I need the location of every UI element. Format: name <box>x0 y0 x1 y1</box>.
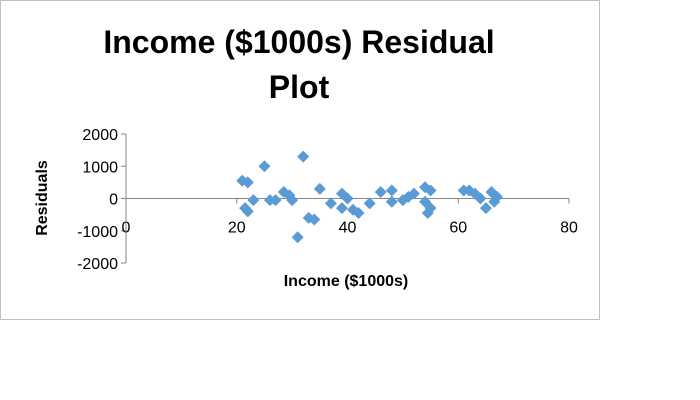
y-tick-label: -1000 <box>77 224 118 241</box>
data-point-diamond <box>363 197 376 210</box>
data-point-diamond <box>247 194 260 207</box>
data-point-diamond <box>341 192 354 205</box>
y-tick-label: -2000 <box>77 256 118 273</box>
data-point-diamond <box>424 184 437 197</box>
chart-title-line-1: Income ($1000s) Residual <box>103 24 494 60</box>
x-tick-label: 80 <box>560 220 578 237</box>
data-point-diamond <box>424 202 437 215</box>
x-axis-ticks: 0 20 40 60 80 <box>122 198 578 237</box>
data-point-diamond <box>324 197 337 210</box>
data-point-diamond <box>241 205 254 218</box>
data-point-diamond <box>374 186 387 199</box>
data-point-diamond <box>241 176 254 189</box>
x-axis-title: Income ($1000s) <box>284 273 409 290</box>
data-point-diamond <box>407 187 420 200</box>
data-point-diamond <box>335 202 348 215</box>
data-point-diamond <box>308 213 321 226</box>
x-tick-label: 60 <box>449 220 467 237</box>
y-tick-label: 0 <box>109 192 118 209</box>
data-point-diamond <box>352 207 365 220</box>
x-tick-label: 40 <box>339 220 357 237</box>
data-point-diamond <box>474 192 487 205</box>
y-axis-title: Residuals <box>34 160 51 236</box>
data-point-diamond <box>258 160 271 173</box>
data-point-diamond <box>297 150 310 163</box>
data-point-diamond <box>269 194 282 207</box>
data-point-diamond <box>491 190 504 203</box>
data-point-diamond <box>313 182 326 195</box>
data-point-diamond <box>385 184 398 197</box>
y-tick-label: 2000 <box>82 127 118 144</box>
data-points <box>236 150 504 244</box>
data-point-diamond <box>479 202 492 215</box>
data-point-diamond <box>385 195 398 208</box>
y-axis-ticks: 2000 1000 0 -1000 -2000 <box>77 127 126 273</box>
x-tick-label: 20 <box>228 220 246 237</box>
chart-area: Income ($1000s) Residual Plot 2000 1000 0 -… <box>0 0 600 320</box>
data-point-diamond <box>291 231 304 244</box>
y-tick-label: 1000 <box>82 159 118 176</box>
data-point-diamond <box>286 194 299 207</box>
residual-plot-chart: Income ($1000s) Residual Plot 2000 1000 0 -… <box>34 24 578 290</box>
chart-title-line-2: Plot <box>269 69 330 105</box>
